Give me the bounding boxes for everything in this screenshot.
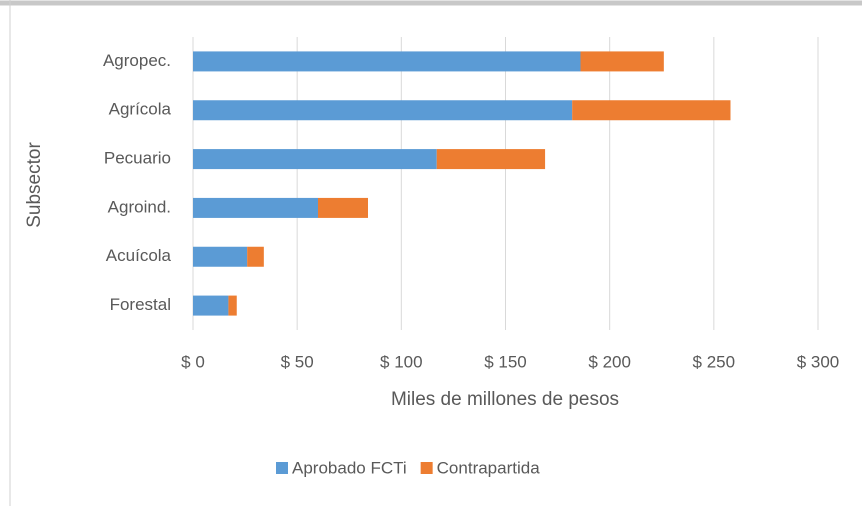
- legend-label: Contrapartida: [437, 458, 541, 477]
- x-tick-label: $ 100: [380, 352, 423, 371]
- bar: [228, 295, 237, 316]
- legend-label: Aprobado FCTi: [292, 458, 407, 477]
- x-tick-label: $ 0: [181, 352, 205, 371]
- x-tick-label: $ 200: [588, 352, 631, 371]
- x-tick-label: $ 250: [693, 352, 736, 371]
- bar: [193, 149, 437, 170]
- y-tick-label: Agrícola: [109, 100, 172, 119]
- bar: [247, 246, 264, 267]
- bar: [193, 246, 248, 267]
- y-tick-label: Agropec.: [103, 51, 171, 70]
- x-tick-label: $ 150: [484, 352, 527, 371]
- y-tick-label: Forestal: [110, 295, 171, 314]
- x-tick-label: $ 50: [281, 352, 314, 371]
- bar: [193, 295, 229, 316]
- bar: [572, 100, 731, 121]
- y-tick-label: Agroind.: [108, 197, 171, 216]
- legend-swatch: [276, 462, 288, 474]
- x-tick-label: $ 300: [797, 352, 840, 371]
- bar: [193, 51, 581, 72]
- y-tick-label: Pecuario: [104, 149, 171, 168]
- bar: [193, 100, 573, 121]
- bar: [436, 149, 546, 170]
- bar: [193, 197, 318, 218]
- x-axis-title: Miles de millones de pesos: [391, 389, 619, 410]
- legend-swatch: [420, 462, 433, 474]
- y-tick-label: Acuícola: [106, 246, 172, 265]
- y-axis-title: Subsector: [24, 142, 45, 228]
- bar: [318, 197, 368, 218]
- bar: [580, 51, 664, 72]
